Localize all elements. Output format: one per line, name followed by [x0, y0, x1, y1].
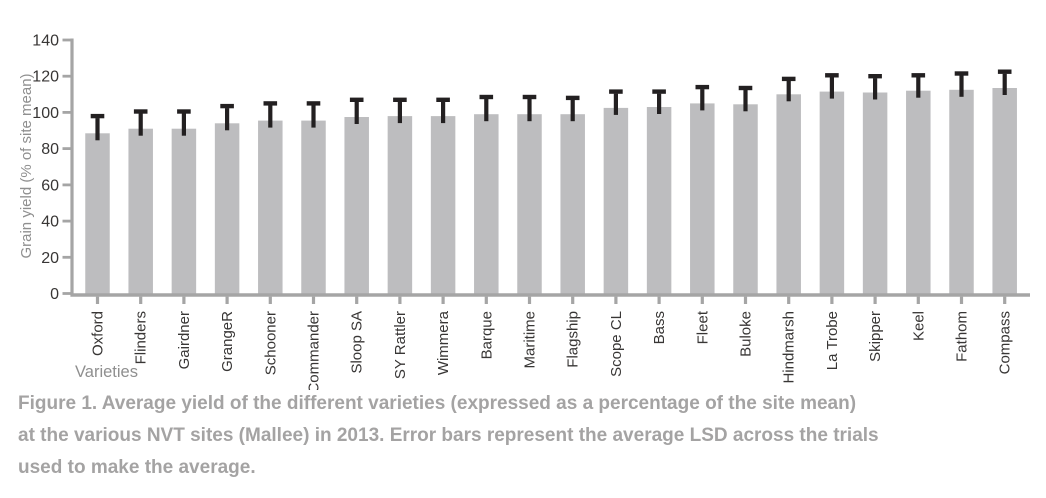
x-tick-label: Gairdner — [176, 311, 193, 369]
x-tick-label: Flagship — [565, 311, 582, 368]
bar — [906, 90, 931, 294]
x-axis-title: Varieties — [75, 363, 138, 381]
bar — [819, 91, 845, 294]
x-tick-label: La Trobe — [824, 311, 841, 370]
bar — [258, 120, 283, 294]
y-tick-label: 20 — [41, 250, 59, 267]
caption-line: at the various NVT sites (Mallee) in 201… — [18, 425, 879, 446]
x-tick-label: Keel — [910, 311, 927, 341]
caption-line: Figure 1. Average yield of the different… — [18, 393, 857, 414]
bar — [560, 114, 585, 294]
bar — [646, 107, 672, 294]
y-tick-label: 100 — [32, 105, 59, 122]
x-tick-label: Buloke — [738, 311, 755, 357]
y-tick-label: 60 — [41, 177, 59, 194]
bar — [214, 123, 240, 294]
x-tick-label: GrangeR — [219, 311, 236, 372]
bar — [733, 104, 758, 294]
x-tick-label: Fleet — [694, 310, 711, 344]
bar — [85, 133, 110, 294]
x-tick-label: Skipper — [867, 311, 884, 362]
bar — [128, 128, 153, 294]
bar — [603, 107, 629, 294]
x-tick-label: Commander — [306, 311, 323, 390]
x-tick-label: Oxford — [90, 311, 107, 356]
x-tick-label: Scope CL — [608, 311, 625, 377]
bar — [690, 103, 715, 294]
x-tick-label: Sloop SA — [349, 311, 366, 374]
x-tick-label: Hindmarsh — [781, 311, 798, 384]
x-tick-label: Bass — [651, 311, 668, 344]
bar-chart: Grain yield (% of site mean) Oxford Flind… — [18, 33, 1030, 390]
caption-line: used to make the average. — [18, 457, 256, 478]
x-tick-label: Barque — [478, 311, 495, 359]
bar — [171, 128, 197, 294]
bar — [344, 117, 369, 294]
bar — [301, 120, 326, 294]
y-tick-label: 0 — [50, 286, 59, 303]
bar — [517, 114, 542, 294]
bar — [430, 116, 456, 294]
x-tick-label: Wimmera — [435, 310, 452, 375]
x-tick-label: SY Rattler — [392, 311, 409, 379]
x-tick-label: Schooner — [262, 311, 279, 375]
y-axis-title: Grain yield (% of site mean) — [18, 73, 35, 258]
bar — [387, 116, 413, 294]
bar — [776, 94, 801, 294]
y-tick-label: 140 — [32, 33, 59, 50]
x-tick-label: Maritime — [522, 311, 539, 369]
x-tick-label: Fathom — [954, 311, 971, 362]
x-tick-label: Compass — [997, 311, 1014, 374]
bar — [474, 114, 499, 294]
x-tick-label: Flinders — [133, 311, 150, 364]
figure-caption: Figure 1. Average yield of the different… — [18, 388, 1042, 484]
y-tick-label: 40 — [41, 214, 59, 231]
bar — [862, 92, 888, 294]
bar — [949, 89, 974, 294]
y-tick-label: 80 — [41, 141, 59, 158]
plot-area: Oxford Flinders Gairdner GrangeR Schooner Com… — [32, 33, 1030, 390]
y-tick-label: 120 — [32, 69, 59, 86]
bar — [992, 88, 1017, 294]
